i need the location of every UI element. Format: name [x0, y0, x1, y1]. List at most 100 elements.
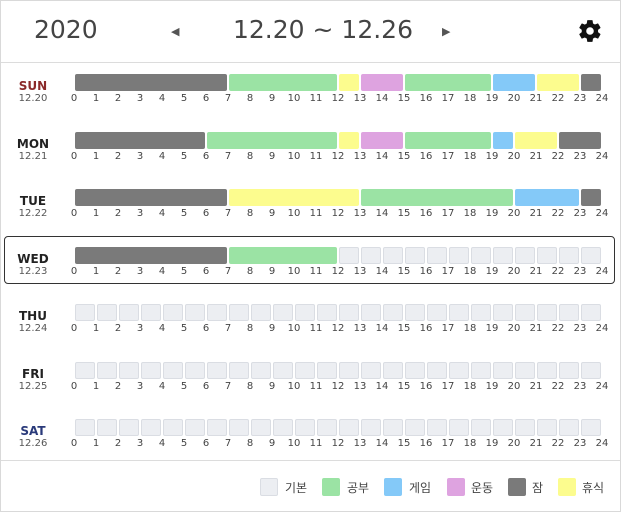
hour-slot[interactable]	[581, 247, 601, 264]
hour-slot[interactable]	[515, 419, 535, 436]
activity-block-game[interactable]	[515, 189, 579, 206]
activity-block-sleep[interactable]	[75, 132, 205, 149]
hour-slot[interactable]	[339, 362, 359, 379]
hour-slot[interactable]	[75, 304, 95, 321]
activity-block-rest[interactable]	[229, 189, 359, 206]
hour-slot[interactable]	[515, 304, 535, 321]
activity-block-study[interactable]	[405, 74, 491, 91]
hour-slot[interactable]	[339, 247, 359, 264]
hour-slot[interactable]	[163, 304, 183, 321]
hour-slot[interactable]	[493, 304, 513, 321]
hour-slot[interactable]	[515, 247, 535, 264]
hour-slot[interactable]	[493, 419, 513, 436]
hour-slot[interactable]	[251, 362, 271, 379]
activity-block-sleep[interactable]	[581, 189, 601, 206]
hour-slot[interactable]	[405, 304, 425, 321]
hour-slot[interactable]	[207, 304, 227, 321]
hour-slot[interactable]	[185, 362, 205, 379]
hour-slot[interactable]	[427, 247, 447, 264]
hour-slot[interactable]	[317, 304, 337, 321]
hour-slot[interactable]	[537, 362, 557, 379]
hour-slot[interactable]	[273, 419, 293, 436]
hour-slot[interactable]	[141, 304, 161, 321]
hour-slot[interactable]	[229, 419, 249, 436]
hour-slot[interactable]	[405, 419, 425, 436]
hour-slot[interactable]	[361, 247, 381, 264]
hour-slot[interactable]	[493, 247, 513, 264]
hour-slot[interactable]	[295, 304, 315, 321]
hour-slot[interactable]	[581, 304, 601, 321]
hour-slot[interactable]	[141, 362, 161, 379]
hour-slot[interactable]	[581, 362, 601, 379]
hour-slot[interactable]	[185, 419, 205, 436]
hour-slot[interactable]	[493, 362, 513, 379]
hour-slot[interactable]	[559, 304, 579, 321]
hour-slot[interactable]	[427, 419, 447, 436]
hour-slot[interactable]	[559, 247, 579, 264]
hour-slot[interactable]	[75, 419, 95, 436]
activity-block-game[interactable]	[493, 132, 513, 149]
activity-block-sleep[interactable]	[75, 189, 227, 206]
hour-slot[interactable]	[361, 419, 381, 436]
activity-block-game[interactable]	[493, 74, 535, 91]
hour-slot[interactable]	[427, 304, 447, 321]
hour-slot[interactable]	[119, 304, 139, 321]
hour-slot[interactable]	[537, 419, 557, 436]
hour-slot[interactable]	[471, 419, 491, 436]
hour-slot[interactable]	[559, 362, 579, 379]
hour-slot[interactable]	[537, 247, 557, 264]
activity-block-sport[interactable]	[361, 74, 403, 91]
hour-slot[interactable]	[207, 362, 227, 379]
hour-slot[interactable]	[471, 304, 491, 321]
activity-block-rest[interactable]	[515, 132, 557, 149]
hour-slot[interactable]	[427, 362, 447, 379]
hour-slot[interactable]	[295, 362, 315, 379]
settings-gear-icon[interactable]	[577, 18, 603, 44]
hour-slot[interactable]	[339, 419, 359, 436]
hour-slot[interactable]	[449, 304, 469, 321]
activity-block-sleep[interactable]	[75, 247, 227, 264]
hour-slot[interactable]	[75, 362, 95, 379]
hour-slot[interactable]	[471, 247, 491, 264]
hour-slot[interactable]	[449, 419, 469, 436]
activity-block-study[interactable]	[405, 132, 491, 149]
hour-slot[interactable]	[383, 247, 403, 264]
hour-slot[interactable]	[273, 362, 293, 379]
hour-slot[interactable]	[405, 362, 425, 379]
hour-slot[interactable]	[361, 362, 381, 379]
hour-slot[interactable]	[405, 247, 425, 264]
hour-slot[interactable]	[515, 362, 535, 379]
hour-slot[interactable]	[471, 362, 491, 379]
activity-block-sleep[interactable]	[581, 74, 601, 91]
hour-slot[interactable]	[361, 304, 381, 321]
hour-slot[interactable]	[141, 419, 161, 436]
hour-slot[interactable]	[97, 362, 117, 379]
hour-slot[interactable]	[119, 362, 139, 379]
hour-slot[interactable]	[273, 304, 293, 321]
hour-slot[interactable]	[97, 304, 117, 321]
hour-slot[interactable]	[163, 362, 183, 379]
activity-block-sleep[interactable]	[559, 132, 601, 149]
hour-slot[interactable]	[339, 304, 359, 321]
activity-block-study[interactable]	[207, 132, 337, 149]
activity-block-rest[interactable]	[339, 74, 359, 91]
hour-slot[interactable]	[537, 304, 557, 321]
hour-slot[interactable]	[559, 419, 579, 436]
activity-block-study[interactable]	[229, 74, 337, 91]
hour-slot[interactable]	[229, 304, 249, 321]
activity-block-rest[interactable]	[537, 74, 579, 91]
activity-block-sport[interactable]	[361, 132, 403, 149]
hour-slot[interactable]	[581, 419, 601, 436]
hour-slot[interactable]	[449, 362, 469, 379]
activity-block-study[interactable]	[229, 247, 337, 264]
hour-slot[interactable]	[97, 419, 117, 436]
hour-slot[interactable]	[207, 419, 227, 436]
hour-slot[interactable]	[251, 419, 271, 436]
hour-slot[interactable]	[383, 304, 403, 321]
hour-slot[interactable]	[251, 304, 271, 321]
hour-slot[interactable]	[229, 362, 249, 379]
prev-week-button[interactable]: ◀	[171, 25, 180, 38]
next-week-button[interactable]: ▶	[442, 25, 451, 38]
hour-slot[interactable]	[383, 419, 403, 436]
hour-slot[interactable]	[163, 419, 183, 436]
